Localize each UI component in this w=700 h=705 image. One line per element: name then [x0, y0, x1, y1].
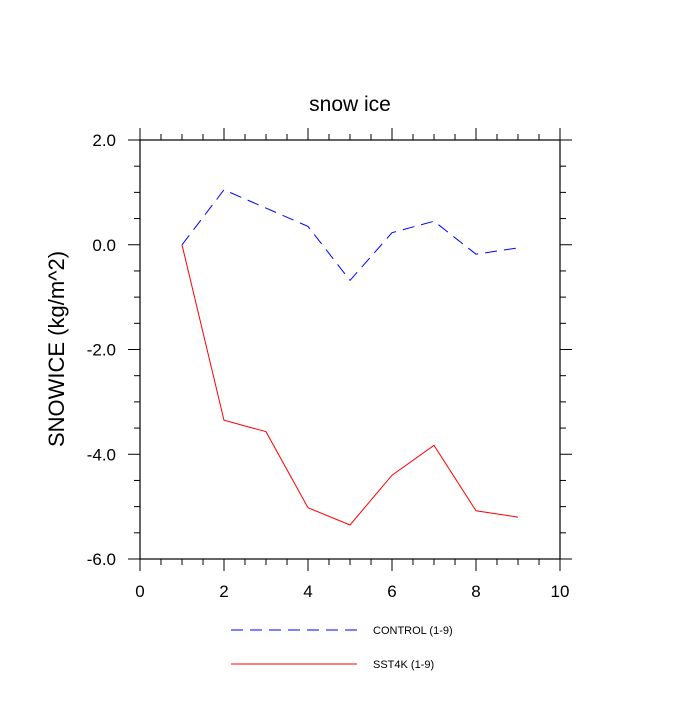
- y-tick-label: 0.0: [92, 236, 116, 255]
- y-tick-label: -6.0: [87, 550, 116, 569]
- legend: CONTROL (1-9) SST4K (1-9): [231, 625, 453, 671]
- series-line-sst4k-1-9: [181, 244, 519, 526]
- x-tick-label: 8: [471, 582, 480, 601]
- y-tick-label: -2.0: [87, 341, 116, 360]
- series-lines: [181, 189, 519, 526]
- series-line-control-1-9: [181, 189, 519, 282]
- x-tick-label: 10: [551, 582, 570, 601]
- x-tick-label: 4: [303, 582, 312, 601]
- x-tick-label: 0: [135, 582, 144, 601]
- y-tick-label: -4.0: [87, 445, 116, 464]
- x-tick-label: 6: [387, 582, 396, 601]
- x-tick-label: 2: [219, 582, 228, 601]
- chart-title: snow ice: [309, 93, 391, 116]
- plot-frame: [139, 139, 561, 560]
- legend-label: CONTROL (1-9): [373, 625, 453, 637]
- y-axis-label: SNOWICE (kg/m^2): [44, 251, 69, 447]
- axes: 0 2 4 6 8 10 2.0 0.0 -2.0 -4.0 -6.0: [87, 128, 572, 601]
- y-tick-label: 2.0: [92, 131, 116, 150]
- legend-label: SST4K (1-9): [373, 659, 434, 671]
